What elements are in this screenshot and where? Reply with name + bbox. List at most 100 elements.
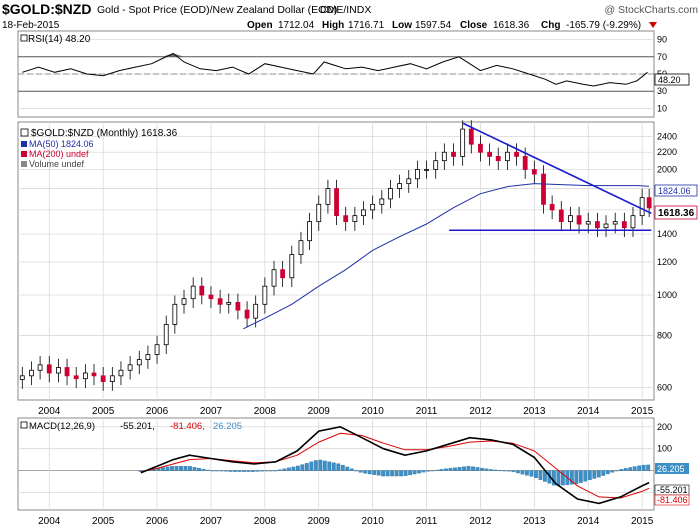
price-candle [334, 188, 339, 217]
symbol-description: Gold - Spot Price (EOD)/New Zealand Doll… [97, 4, 337, 16]
macd-hist-bar [471, 466, 475, 471]
low-label: Low [392, 20, 412, 31]
symbol-title: $GOLD:$NZD [2, 1, 91, 17]
macd-hist-bar [354, 470, 359, 472]
rsi-line [22, 52, 648, 87]
macd-hist-bar [367, 470, 372, 475]
macd-hist-bar [480, 467, 484, 471]
price-candle [397, 183, 403, 189]
price-candle [361, 209, 366, 217]
price-candle [514, 151, 519, 157]
chg-label: Chg [541, 20, 560, 31]
price-candle [379, 198, 385, 205]
price-tick-label: 1200 [657, 257, 677, 267]
macd-line [140, 425, 650, 505]
price-candle [325, 188, 331, 205]
macd-hist-bar [224, 470, 228, 472]
open-value: 1712.04 [278, 20, 315, 31]
price-candle [549, 203, 555, 211]
rsi-legend: RSI(14) 48.20 [28, 34, 91, 45]
macd-hist-bar [578, 470, 583, 483]
price-x-tick-label: 2004 [38, 406, 61, 417]
macd-hist-bar [340, 464, 345, 471]
price-tick-label: 600 [657, 383, 672, 393]
volume-swatch [21, 161, 27, 167]
exchange-label: CME/INDX [320, 4, 371, 16]
macd-hist-bar [628, 467, 633, 471]
macd-hist-bar [385, 470, 390, 477]
rsi-tick-label: 30 [657, 86, 667, 96]
rsi-overbought-fill [22, 53, 648, 57]
price-candle [576, 215, 582, 225]
macd-legend-swatch [20, 421, 28, 429]
macd-hist-bar [538, 470, 543, 480]
macd-x-tick-label: 2007 [200, 516, 223, 527]
macd-hist-bar [286, 467, 291, 471]
macd-hist-bar [489, 469, 493, 471]
price-tick-label: 1400 [657, 229, 677, 239]
macd-hist-bar [179, 466, 183, 471]
price-candle [468, 128, 474, 145]
macd-hist-bar [206, 469, 210, 471]
ma50-line [243, 183, 650, 330]
macd-hist-bar [466, 466, 471, 471]
macd-hist-bar [412, 470, 417, 475]
macd-hist-bar [525, 470, 529, 476]
macd-hist-bar [435, 469, 439, 471]
rsi-legend-swatch [20, 34, 28, 42]
price-candle [280, 269, 286, 279]
price-candle [585, 221, 591, 225]
price-candle [595, 221, 600, 229]
price-candle [199, 285, 205, 296]
signal-line [140, 432, 650, 499]
macd-hist-bar [251, 470, 255, 472]
price-candle [46, 364, 52, 374]
price-x-tick-label: 2006 [146, 406, 169, 417]
macd-x-tick-label: 2012 [469, 516, 492, 527]
price-candle [163, 324, 169, 346]
macd-hist-bar [637, 465, 642, 471]
price-x-tick-label: 2015 [631, 406, 654, 417]
macd-hist-bar [183, 466, 188, 471]
macd-hist-bar [268, 470, 273, 472]
macd-hist-bar [282, 468, 287, 471]
macd-hist-bar [300, 464, 305, 471]
macd-hist-bar [197, 468, 201, 471]
price-candle [630, 215, 636, 229]
macd-x-tick-label: 2014 [577, 516, 600, 527]
price-candle [478, 143, 483, 153]
macd-hist-bar [533, 470, 538, 479]
macd-hist-bar [619, 469, 624, 471]
macd-legend-value: -55.201, [120, 421, 155, 432]
macd-hist-bar [331, 462, 336, 471]
macd-hist-bar [215, 470, 219, 472]
price-tick-label: 2400 [657, 131, 677, 141]
ma200-swatch [21, 151, 27, 157]
macd-hist-bar [457, 467, 462, 471]
close-value-label: 1618.36 [658, 208, 695, 219]
price-x-tick-label: 2014 [577, 406, 600, 417]
macd-x-tick-label: 2015 [631, 516, 654, 527]
price-candle [262, 285, 268, 305]
ma50-legend: MA(50) 1824.06 [29, 139, 94, 149]
rsi-current-box [654, 73, 690, 86]
macd-x-tick-label: 2011 [416, 516, 438, 527]
hist-legend-value: 26.205 [213, 421, 242, 432]
price-candle [406, 178, 412, 185]
macd-x-tick-label: 2005 [92, 516, 115, 527]
price-candle [298, 240, 304, 256]
price-title: $GOLD:$NZD (Monthly) 1618.36 [31, 128, 178, 139]
price-candle [531, 169, 537, 175]
price-candle [487, 151, 493, 157]
macd-x-tick-label: 2004 [38, 516, 61, 527]
price-x-tick-label: 2007 [200, 406, 223, 417]
macd-hist-bar [291, 466, 296, 471]
price-candle [127, 364, 133, 371]
price-candle [136, 359, 142, 366]
macd-hist-bar [520, 470, 525, 475]
macd-hist-bar [318, 459, 323, 471]
price-candle [460, 128, 466, 157]
macd-hist-bar [556, 470, 561, 486]
macd-hist-bar [484, 468, 489, 471]
macd-hist-bar [219, 470, 224, 472]
